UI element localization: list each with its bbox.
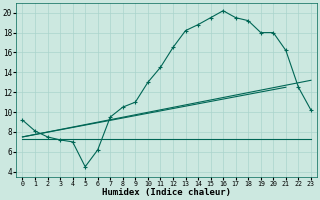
X-axis label: Humidex (Indice chaleur): Humidex (Indice chaleur) [102, 188, 231, 197]
